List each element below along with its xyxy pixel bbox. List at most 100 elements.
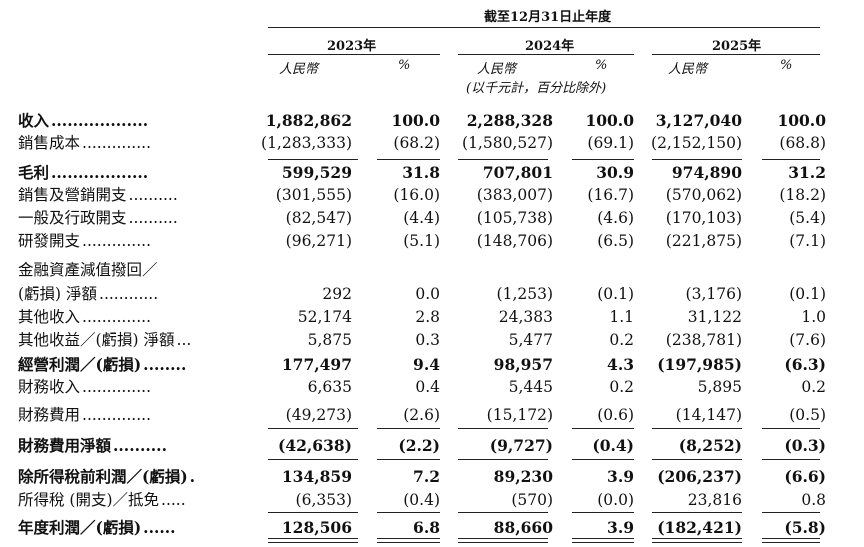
amount-cell: (14,147) [675, 406, 742, 424]
amount-cell: (42,638) [278, 436, 352, 455]
amount-cell: (1,580,527) [462, 134, 553, 152]
rule-final-2025a [652, 538, 742, 539]
table-row: 年度利潤／(虧損)...... 128,506 6.8 88,660 3.9 (182,4… [0, 518, 864, 537]
amount-cell: (6,353) [295, 491, 352, 509]
amount-cell: (49,273) [285, 406, 352, 424]
percent-cell: (7.1) [789, 232, 826, 250]
amount-cell: 5,895 [697, 378, 742, 396]
amount-cell: (15,172) [486, 406, 553, 424]
row-leader-dots: ........ [143, 355, 187, 374]
table-row: 研發開支.............. (96,271) (5.1) (148,706)… [0, 232, 864, 251]
percent-cell: (4.4) [403, 209, 440, 227]
amount-cell: 2,288,328 [466, 111, 553, 130]
pct-header-2025: % [780, 58, 793, 73]
percent-cell: 0.2 [609, 331, 634, 349]
percent-cell: 3.9 [607, 518, 634, 537]
row-label: 除所得稅前利潤／(虧損) [18, 467, 188, 486]
percent-cell: (69.1) [587, 134, 634, 152]
table-row: 收入.................. 1,882,862 100.0 2,288,… [0, 111, 864, 130]
unit-note: (以千元計，百分比除外) [466, 81, 607, 96]
amount-cell: 89,230 [493, 467, 553, 486]
amount-cell: 707,801 [482, 163, 553, 182]
percent-cell: 7.2 [413, 467, 440, 486]
row-leader-dots: .............. [82, 378, 151, 396]
percent-cell: 0.0 [415, 285, 440, 303]
year-header-2024: 2024年 [525, 39, 575, 54]
amount-cell: 3,127,040 [655, 111, 742, 130]
percent-cell: (0.1) [789, 285, 826, 303]
row-leader-dots: .............. [82, 134, 151, 152]
amount-cell: 6,635 [307, 378, 352, 396]
amount-cell: 1,882,862 [265, 111, 352, 130]
amount-cell: (206,237) [657, 467, 742, 486]
amount-cell: (96,271) [285, 232, 352, 250]
row-label: (虧損) 淨額 [18, 285, 98, 303]
percent-cell: 0.3 [415, 331, 440, 349]
amount-cell: (170,103) [665, 209, 742, 227]
rule-finance-2025a [652, 428, 742, 429]
rule-tax-2023a [268, 512, 358, 513]
row-leader-dots: .................. [51, 111, 149, 130]
rule-pretax-2024b [572, 459, 634, 460]
percent-cell: (68.2) [393, 134, 440, 152]
row-leader-dots: .......... [128, 209, 178, 227]
amount-cell: (383,007) [476, 186, 553, 204]
percent-cell: (6.3) [784, 355, 826, 374]
rule-final2-2024a [458, 542, 548, 543]
rule-tax-2023b [377, 512, 440, 513]
table-title: 截至12月31日止年度 [484, 10, 612, 25]
row-leader-dots: .............. [82, 406, 151, 424]
table-row: 財務費用.............. (49,273) (2.6) (15,172) (… [0, 406, 864, 425]
table-row: 其他收益／(虧損) 淨額... 5,875 0.3 5,477 0.2 (238,781)… [0, 331, 864, 350]
amount-cell: (8,252) [678, 436, 742, 455]
percent-cell: (5.8) [784, 518, 826, 537]
percent-cell: (16.0) [393, 186, 440, 204]
amount-cell: 31,122 [687, 308, 742, 326]
row-label: 銷售成本 [18, 134, 81, 152]
amount-cell: (3,176) [685, 285, 742, 303]
row-label: 經營利潤／(虧損) [18, 355, 142, 374]
rule-gross-2024b [572, 159, 634, 160]
amount-cell: (238,781) [665, 331, 742, 349]
row-label: 金融資產減值撥回／ [18, 261, 158, 279]
percent-cell: (0.1) [597, 285, 634, 303]
percent-cell: 6.8 [413, 518, 440, 537]
year-header-2025: 2025年 [712, 39, 762, 54]
year-rule-2024 [458, 54, 634, 55]
rule-finance-2023b [377, 428, 440, 429]
rule-tax-2025b [762, 512, 820, 513]
amount-cell: (221,875) [665, 232, 742, 250]
rule-finance-2023a [268, 428, 358, 429]
percent-cell: (0.5) [789, 406, 826, 424]
percent-cell: 1.1 [609, 308, 634, 326]
amount-cell: 128,506 [281, 518, 352, 537]
amount-cell: 52,174 [297, 308, 352, 326]
rule-tax-2024b [572, 512, 634, 513]
rule-pretax-2023a [268, 459, 358, 460]
amount-cell: 5,445 [508, 378, 553, 396]
table-row: 一般及行政開支.......... (82,547) (4.4) (105,738) (… [0, 209, 864, 228]
row-label: 其他收入 [18, 308, 81, 326]
percent-cell: 2.8 [415, 308, 440, 326]
amount-cell: (105,738) [476, 209, 553, 227]
amount-cell: (1,253) [496, 285, 553, 303]
currency-header-2025: 人民幣 [668, 62, 708, 77]
percent-cell: (6.6) [784, 467, 826, 486]
year-rule-2023 [268, 54, 440, 55]
row-label: 所得稅 (開支)／抵免 [18, 491, 160, 509]
amount-cell: 974,890 [671, 163, 742, 182]
rule-gross-2025b [762, 159, 820, 160]
percent-cell: 0.2 [801, 378, 826, 396]
year-header-2023: 2023年 [327, 39, 377, 54]
row-leader-dots: . [189, 467, 196, 486]
amount-cell: (9,727) [489, 436, 553, 455]
rule-final2-2025b [762, 542, 820, 543]
row-label: 財務費用淨額 [18, 436, 112, 455]
row-leader-dots: ... [176, 331, 192, 349]
percent-cell: 100.0 [391, 111, 440, 130]
row-label: 毛利 [18, 163, 50, 182]
rule-final2-2024b [572, 542, 634, 543]
amount-cell: 5,875 [307, 331, 352, 349]
amount-cell: (301,555) [275, 186, 352, 204]
table-row: 其他收入.............. 52,174 2.8 24,383 1.1 31,1… [0, 308, 864, 327]
